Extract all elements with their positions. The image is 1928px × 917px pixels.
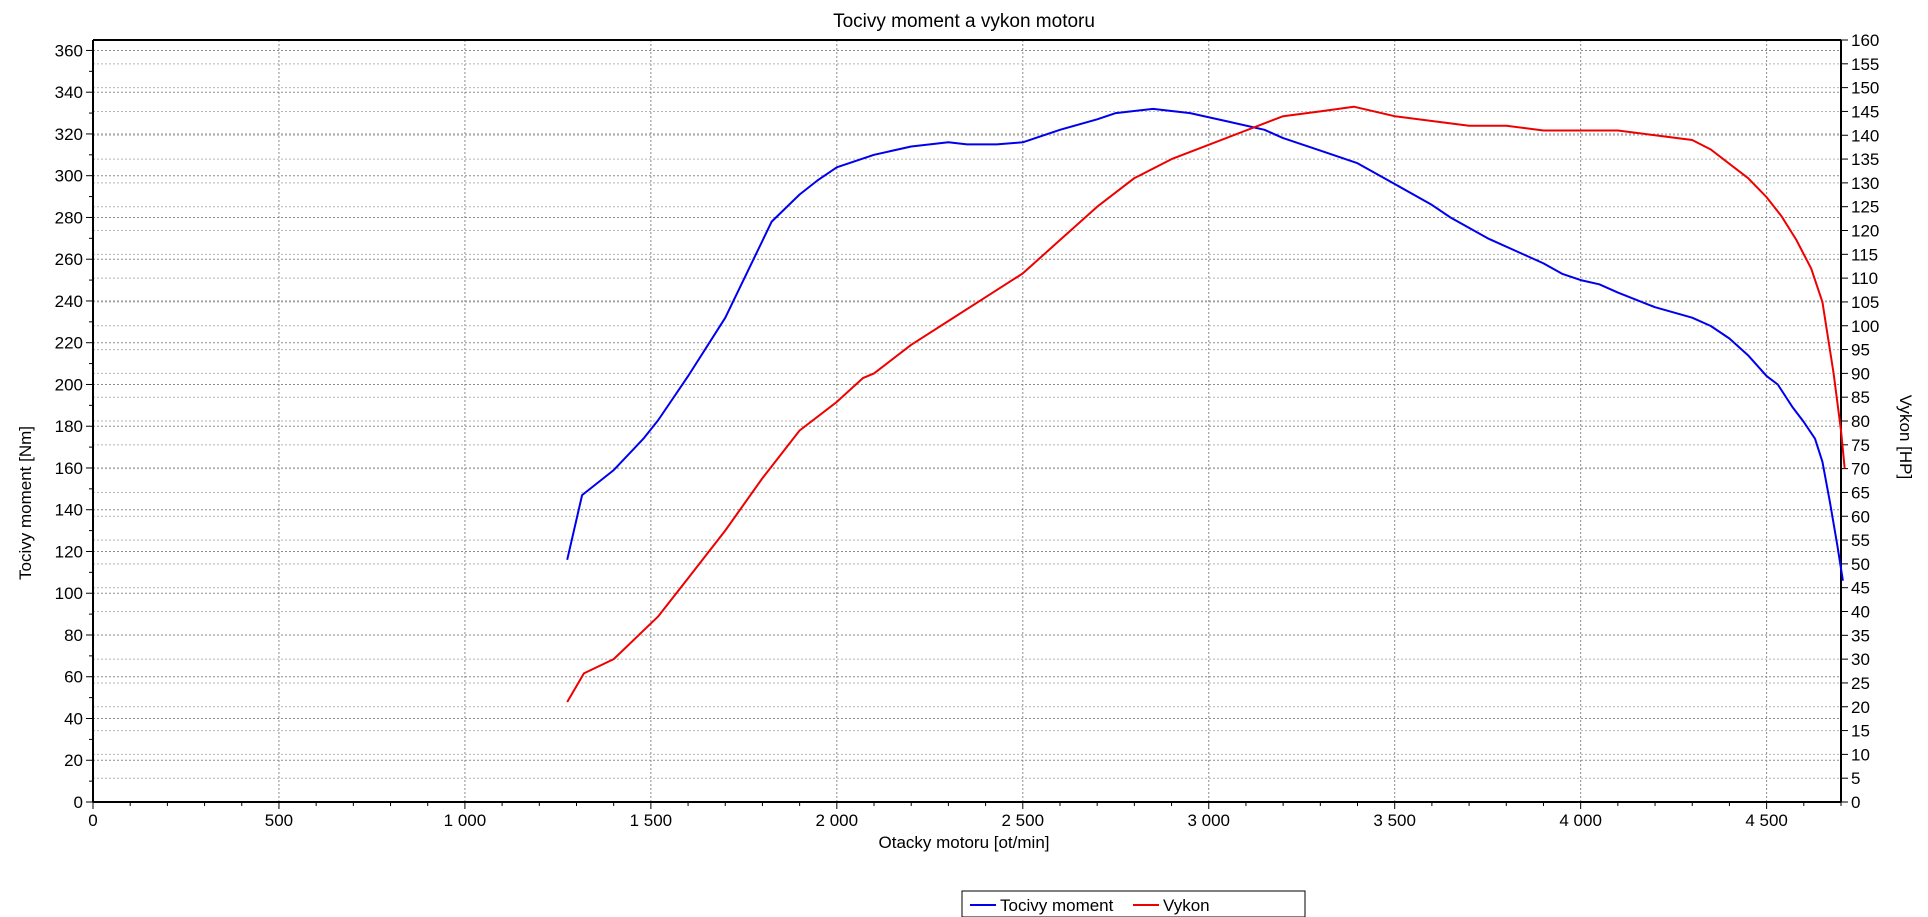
axes: 0 500 1 000 1 500 2 000 2 500 3 000 3 500 4 000 4… — [55, 31, 1880, 830]
y2-tick-label: 90 — [1851, 364, 1870, 383]
y-tick-label: 0 — [74, 793, 83, 812]
x-axis-title: Otacky motoru [ot/min] — [879, 833, 1050, 852]
y-tick-label: 200 — [55, 375, 83, 394]
y-tick-label: 300 — [55, 167, 83, 186]
y2-tick-label: 35 — [1851, 626, 1870, 645]
y-tick-label: 320 — [55, 125, 83, 144]
x-tick-label: 2 500 — [1002, 811, 1045, 830]
legend: Tocivy moment Vykon — [961, 890, 1306, 917]
y-tick-label: 180 — [55, 417, 83, 436]
power-series-line — [566, 105, 1846, 703]
y2-tick-label: 55 — [1851, 531, 1870, 550]
y2-tick-label: 80 — [1851, 412, 1870, 431]
y2-tick-label: 120 — [1851, 222, 1879, 241]
y2-tick-label: 115 — [1851, 245, 1878, 264]
y2-tick-label: 95 — [1851, 341, 1870, 360]
y-tick-label: 120 — [55, 542, 83, 561]
y2-tick-label: 5 — [1851, 769, 1860, 788]
legend-label-torque: Tocivy moment — [1000, 896, 1114, 915]
y2-tick-label: 75 — [1851, 436, 1870, 455]
torque-series-line — [566, 107, 1844, 581]
y2-tick-label: 0 — [1851, 793, 1860, 812]
x-tick-label: 3 500 — [1373, 811, 1416, 830]
y-tick-label: 100 — [55, 584, 83, 603]
y2-tick-label: 160 — [1851, 31, 1879, 50]
y2-tick-label: 70 — [1851, 460, 1870, 479]
y2-tick-label: 100 — [1851, 317, 1879, 336]
y2-tick-label: 65 — [1851, 483, 1870, 502]
y-tick-label: 340 — [55, 83, 83, 102]
y2-tick-label: 60 — [1851, 507, 1870, 526]
chart-title: Tocivy moment a vykon motoru — [833, 11, 1095, 32]
y2-tick-label: 155 — [1851, 55, 1879, 74]
y2-tick-label: 105 — [1851, 293, 1879, 312]
y2-tick-label: 25 — [1851, 674, 1870, 693]
grid — [93, 39, 1841, 802]
y-tick-label: 220 — [55, 334, 83, 353]
y-axis-title: Tocivy moment [Nm] — [16, 426, 35, 580]
y2-tick-label: 40 — [1851, 603, 1870, 622]
y-tick-label: 80 — [64, 626, 83, 645]
y2-tick-label: 130 — [1851, 174, 1879, 193]
y-tick-label: 160 — [55, 459, 83, 478]
y2-axis-title: Vykon [HP] — [1896, 395, 1915, 479]
y2-tick-label: 140 — [1851, 126, 1879, 145]
y-tick-label: 280 — [55, 208, 83, 227]
y2-tick-label: 125 — [1851, 198, 1879, 217]
y-tick-label: 20 — [64, 751, 83, 770]
x-tick-label: 0 — [88, 811, 97, 830]
y2-tick-label: 45 — [1851, 579, 1870, 598]
y-tick-label: 240 — [55, 292, 83, 311]
x-tick-label: 2 000 — [816, 811, 859, 830]
x-tick-label: 4 500 — [1745, 811, 1788, 830]
y2-tick-label: 50 — [1851, 555, 1870, 574]
y2-tick-label: 15 — [1851, 722, 1870, 741]
y-tick-label: 40 — [64, 709, 83, 728]
y-tick-label: 60 — [64, 668, 83, 687]
x-tick-label: 3 000 — [1187, 811, 1230, 830]
y-tick-label: 140 — [55, 501, 83, 520]
y2-tick-label: 135 — [1851, 150, 1879, 169]
y2-tick-label: 85 — [1851, 388, 1870, 407]
y-tick-label: 360 — [55, 41, 83, 60]
x-tick-label: 4 000 — [1559, 811, 1602, 830]
x-tick-label: 1 000 — [444, 811, 487, 830]
y2-tick-label: 30 — [1851, 650, 1870, 669]
y2-tick-label: 150 — [1851, 79, 1879, 98]
x-tick-label: 500 — [265, 811, 293, 830]
y2-tick-label: 145 — [1851, 102, 1879, 121]
y-tick-label: 260 — [55, 250, 83, 269]
y2-tick-label: 20 — [1851, 698, 1870, 717]
y2-tick-label: 110 — [1851, 269, 1878, 288]
y2-tick-label: 10 — [1851, 745, 1870, 764]
legend-label-power: Vykon — [1163, 896, 1210, 915]
x-tick-label: 1 500 — [630, 811, 673, 830]
series — [566, 105, 1846, 703]
